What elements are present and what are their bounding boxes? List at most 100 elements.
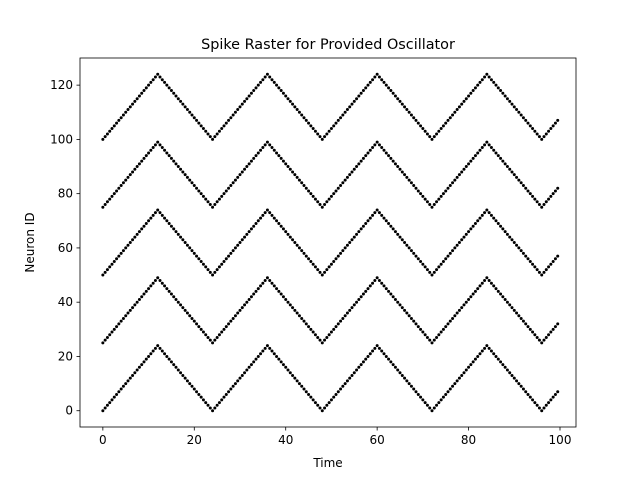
spike-point [547, 265, 551, 269]
spike-point [325, 132, 329, 136]
spike-point [265, 344, 269, 348]
spike-point [398, 167, 402, 171]
spike-point [307, 325, 311, 329]
spike-point [265, 276, 269, 280]
spike-point [121, 384, 125, 388]
spike-point [163, 352, 167, 356]
spike-point [496, 86, 500, 90]
spike-point [142, 89, 146, 93]
spike-point [121, 113, 125, 117]
spike-point [192, 319, 196, 323]
spike-point [323, 338, 327, 342]
spike-point [364, 222, 368, 226]
spike-point [551, 395, 555, 399]
spike-point [556, 390, 560, 394]
spike-point [407, 178, 411, 182]
spike-point [403, 308, 407, 312]
spike-point [549, 330, 553, 334]
spike-point [515, 311, 519, 315]
spike-point [204, 401, 208, 405]
spike-point [393, 94, 397, 98]
spike-point [286, 300, 290, 304]
spike-point [425, 268, 429, 272]
spike-point [215, 268, 219, 272]
spike-point [272, 284, 276, 288]
spike-point [339, 184, 343, 188]
spike-point [121, 249, 125, 253]
spike-point [403, 173, 407, 177]
spike-point [165, 83, 169, 87]
spike-point [137, 94, 141, 98]
spike-point [393, 297, 397, 301]
spike-point [343, 178, 347, 182]
spike-point [425, 403, 429, 407]
spike-point [553, 325, 557, 329]
spike-point [302, 184, 306, 188]
spike-point [329, 330, 333, 334]
spike-point [437, 197, 441, 201]
spike-point [510, 102, 514, 106]
spike-point [556, 322, 560, 326]
x-axis-label: Time [312, 456, 342, 470]
spike-point [108, 401, 112, 405]
spike-point [165, 354, 169, 358]
spike-point [373, 143, 377, 147]
spike-point [284, 230, 288, 234]
spike-point [355, 368, 359, 372]
spike-point [131, 306, 135, 310]
spike-point [489, 78, 493, 82]
spike-point [382, 352, 386, 356]
spike-point [430, 205, 434, 209]
spike-point [435, 268, 439, 272]
spike-point [551, 124, 555, 128]
spike-point [204, 197, 208, 201]
spike-point [261, 213, 265, 217]
spike-point [281, 159, 285, 163]
spike-point [528, 259, 532, 263]
spike-point [437, 265, 441, 269]
plot-area [101, 72, 560, 413]
spike-point [254, 357, 258, 361]
spike-point [181, 306, 185, 310]
spike-point [515, 243, 519, 247]
spike-point [179, 167, 183, 171]
spike-point [190, 113, 194, 117]
spike-point [149, 352, 153, 356]
spike-point [137, 230, 141, 234]
spike-point [510, 170, 514, 174]
spike-point [524, 254, 528, 258]
spike-point [521, 387, 525, 391]
spike-point [542, 135, 546, 139]
spike-point [489, 349, 493, 353]
spike-point [160, 349, 164, 353]
spike-point [446, 186, 450, 190]
spike-point [473, 222, 477, 226]
spike-point [316, 132, 320, 136]
spike-point [316, 403, 320, 407]
spike-point [355, 300, 359, 304]
spike-point [201, 127, 205, 131]
spike-point [377, 143, 381, 147]
spike-point [233, 382, 237, 386]
spike-point [307, 257, 311, 261]
spike-point [286, 165, 290, 169]
spike-point [528, 192, 532, 196]
spike-point [453, 110, 457, 114]
spike-point [364, 357, 368, 361]
y-tick-label: 120 [50, 78, 73, 92]
spike-point [163, 216, 167, 220]
spike-point [329, 398, 333, 402]
spike-point [451, 249, 455, 253]
spike-point [547, 129, 551, 133]
spike-point [492, 148, 496, 152]
spike-point [131, 373, 135, 377]
spike-point [375, 208, 379, 212]
spike-point [373, 278, 377, 282]
spike-point [526, 257, 530, 261]
spike-point [387, 154, 391, 158]
spike-point [147, 354, 151, 358]
spike-point [199, 395, 203, 399]
spike-point [531, 194, 535, 198]
spike-point [300, 316, 304, 320]
spike-point [444, 189, 448, 193]
